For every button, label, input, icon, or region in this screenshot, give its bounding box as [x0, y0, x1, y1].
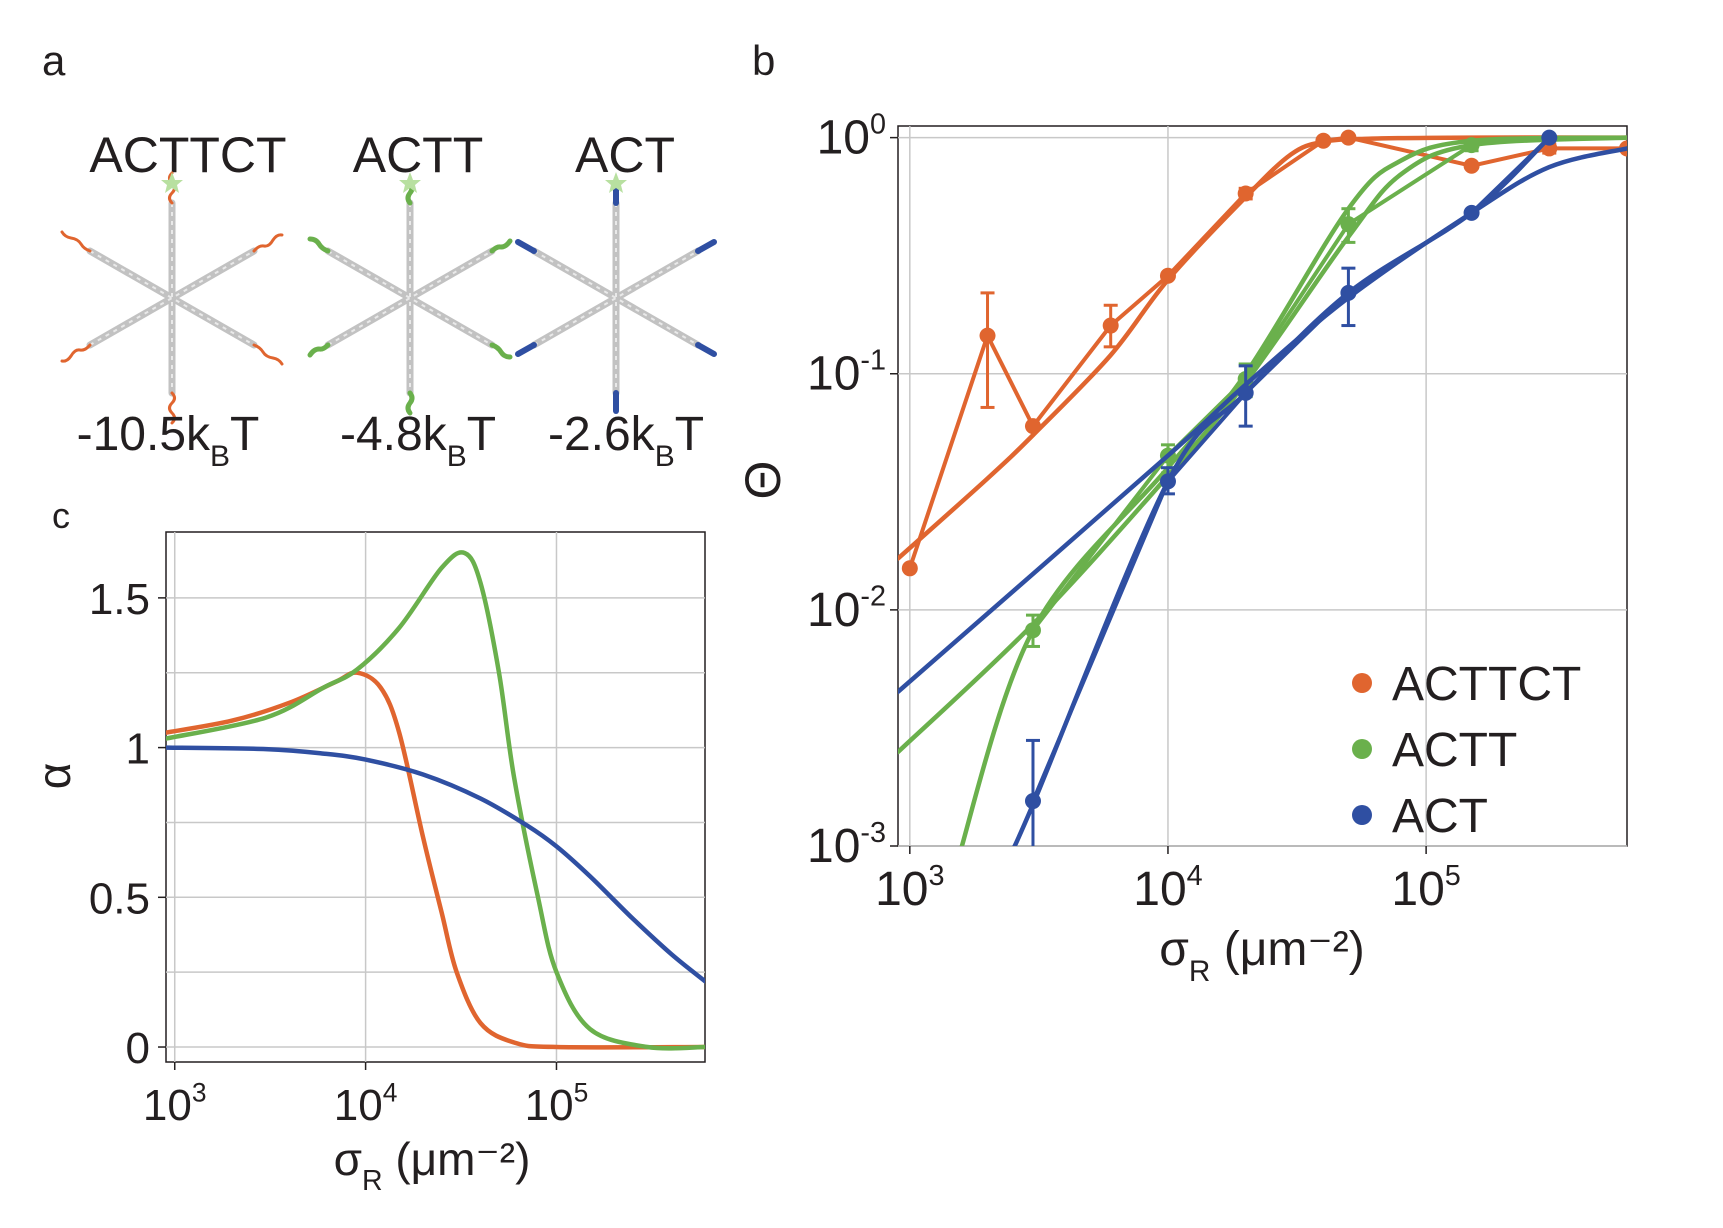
- plot-area: [166, 550, 705, 1051]
- dna-star-nanostructure-icon: [307, 172, 513, 416]
- data-line: [1031, 136, 1551, 802]
- y-tick-label: 1: [126, 725, 150, 774]
- dna-star-nanostructure-icon: [515, 172, 717, 414]
- x-axis-label: σR (μm⁻²): [1159, 923, 1364, 988]
- x-tick-label: 103: [143, 1078, 207, 1130]
- gridlines: [898, 126, 1627, 847]
- data-point: [1463, 157, 1480, 174]
- plot-frame: [897, 125, 1628, 847]
- y-axis-label: Θ: [735, 461, 791, 500]
- gridlines: [166, 532, 705, 1062]
- curve-acttct: [166, 670, 705, 1050]
- y-axis-label: α: [28, 763, 80, 790]
- legend-marker: [1352, 739, 1372, 759]
- sequence-label: ACTT: [353, 127, 484, 183]
- legend-label: ACTT: [1392, 724, 1517, 777]
- data-point: [1340, 216, 1357, 233]
- y-tick-label: 10-2: [807, 581, 886, 637]
- data-point: [979, 327, 996, 344]
- y-tick-label: 1.5: [89, 575, 150, 624]
- panel-label-b: b: [752, 37, 775, 84]
- series-actt: [898, 135, 1627, 846]
- data-point: [1463, 137, 1480, 154]
- data-point: [1102, 317, 1119, 334]
- x-tick-label: 104: [334, 1078, 398, 1130]
- sequence-label: ACT: [575, 127, 675, 183]
- series-acttct: [898, 129, 1627, 577]
- binding-energy-label: -10.5kBT: [77, 408, 260, 473]
- x-tick-label: 105: [1391, 860, 1460, 916]
- x-tick-label: 103: [875, 860, 944, 916]
- dna-star-nanostructure-icon: [60, 171, 284, 425]
- sequence-label: ACTTCT: [89, 127, 286, 183]
- data-point: [1315, 132, 1332, 149]
- y-tick-label: 10-1: [807, 345, 886, 401]
- data-point: [1237, 384, 1254, 401]
- binding-energy-label: -4.8kBT: [340, 408, 496, 473]
- x-tick-label: 105: [525, 1078, 589, 1130]
- plot-frame: [165, 531, 706, 1063]
- legend-marker: [1352, 805, 1372, 825]
- data-point: [1159, 267, 1176, 284]
- series-act: [898, 129, 1627, 846]
- legend: ACTTCT ACTT ACT: [1352, 658, 1581, 843]
- data-point: [1024, 793, 1041, 810]
- y-tick-label: 100: [817, 108, 886, 164]
- curve-act: [166, 745, 705, 984]
- data-point: [1340, 284, 1357, 301]
- data-point: [1340, 129, 1357, 146]
- plot-area: [898, 129, 1627, 846]
- chart-alpha-vs-sigma: 103 104 105 0 0.5 1 1.5 σR (μm⁻²) α: [28, 531, 706, 1197]
- molecule-act: ACT -2.6kBT: [515, 127, 717, 473]
- data-point: [901, 560, 918, 577]
- legend-label: ACTTCT: [1392, 658, 1581, 711]
- data-point: [1237, 185, 1254, 202]
- data-point: [1159, 473, 1176, 490]
- data-point: [1024, 418, 1041, 435]
- data-point: [1024, 622, 1041, 639]
- panel-a-molecules: ACTTCT -10.5kBT ACTT: [60, 127, 717, 473]
- molecule-actt: ACTT -4.8kBT: [307, 127, 513, 473]
- y-tick-label: 0: [126, 1024, 150, 1073]
- curve-actt: [166, 550, 705, 1051]
- chart-theta-vs-sigma: 103 104 105 100 10-1 10-2 10-3 σR (μm⁻²) Θ ACTTCT…: [735, 108, 1628, 988]
- y-tick-label: 10-3: [807, 817, 886, 873]
- panel-label-c: c: [52, 495, 70, 536]
- data-point: [1541, 129, 1558, 146]
- binding-energy-label: -2.6kBT: [548, 408, 704, 473]
- y-tick-label: 0.5: [89, 874, 150, 923]
- molecule-actttct: ACTTCT -10.5kBT: [60, 127, 287, 473]
- x-tick-label: 104: [1133, 860, 1202, 916]
- data-point: [1463, 204, 1480, 221]
- legend-label: ACT: [1392, 790, 1488, 843]
- legend-marker: [1352, 673, 1372, 693]
- fit-line: [959, 135, 1627, 846]
- panel-label-a: a: [42, 37, 66, 84]
- x-axis-label: σR (μm⁻²): [334, 1133, 531, 1197]
